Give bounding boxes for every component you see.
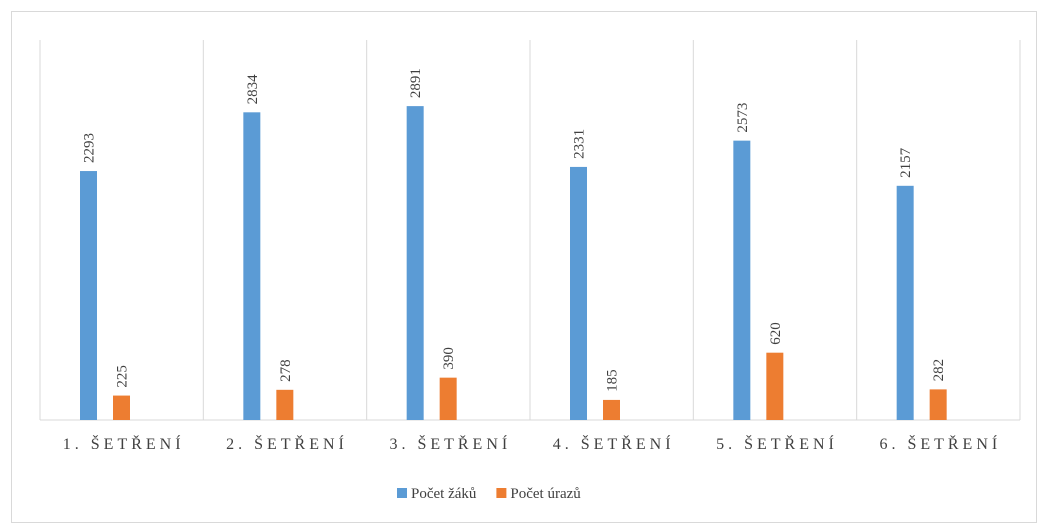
x-tick-label: 4. ŠETŘENÍ — [553, 434, 675, 453]
bar — [929, 389, 947, 420]
x-tick-label: 1. ŠETŘENÍ — [63, 434, 185, 453]
x-tick-label: 6. ŠETŘENÍ — [879, 434, 1001, 453]
bar — [80, 171, 97, 420]
legend-label: Počet úrazů — [510, 486, 581, 502]
value-label: 185 — [605, 369, 621, 392]
bar — [603, 399, 620, 420]
legend-swatch — [397, 488, 407, 498]
value-label: 278 — [278, 359, 294, 382]
bar — [766, 352, 784, 420]
x-tick-label: 3. ŠETŘENÍ — [389, 434, 511, 453]
value-label: 225 — [115, 365, 131, 388]
value-label: 2157 — [898, 147, 914, 178]
value-label: 620 — [768, 322, 784, 345]
x-tick-label: 5. ŠETŘENÍ — [716, 434, 838, 453]
bar — [243, 112, 261, 421]
bar — [733, 140, 751, 420]
chart-border — [11, 11, 1037, 523]
value-label: 282 — [931, 359, 947, 382]
value-label: 2891 — [408, 68, 424, 98]
value-label: 390 — [441, 347, 457, 370]
bar — [439, 377, 457, 420]
legend-label: Počet žáků — [411, 486, 477, 502]
legend-swatch — [496, 488, 507, 498]
bar — [570, 166, 587, 420]
x-tick-label: 2. ŠETŘENÍ — [226, 434, 348, 453]
bar — [896, 185, 914, 420]
value-label: 2331 — [572, 129, 588, 159]
value-label: 2573 — [735, 103, 751, 133]
bar — [276, 389, 294, 420]
bar — [113, 395, 130, 420]
value-label: 2834 — [245, 74, 261, 105]
value-label: 2293 — [82, 133, 98, 163]
bar — [406, 106, 424, 421]
